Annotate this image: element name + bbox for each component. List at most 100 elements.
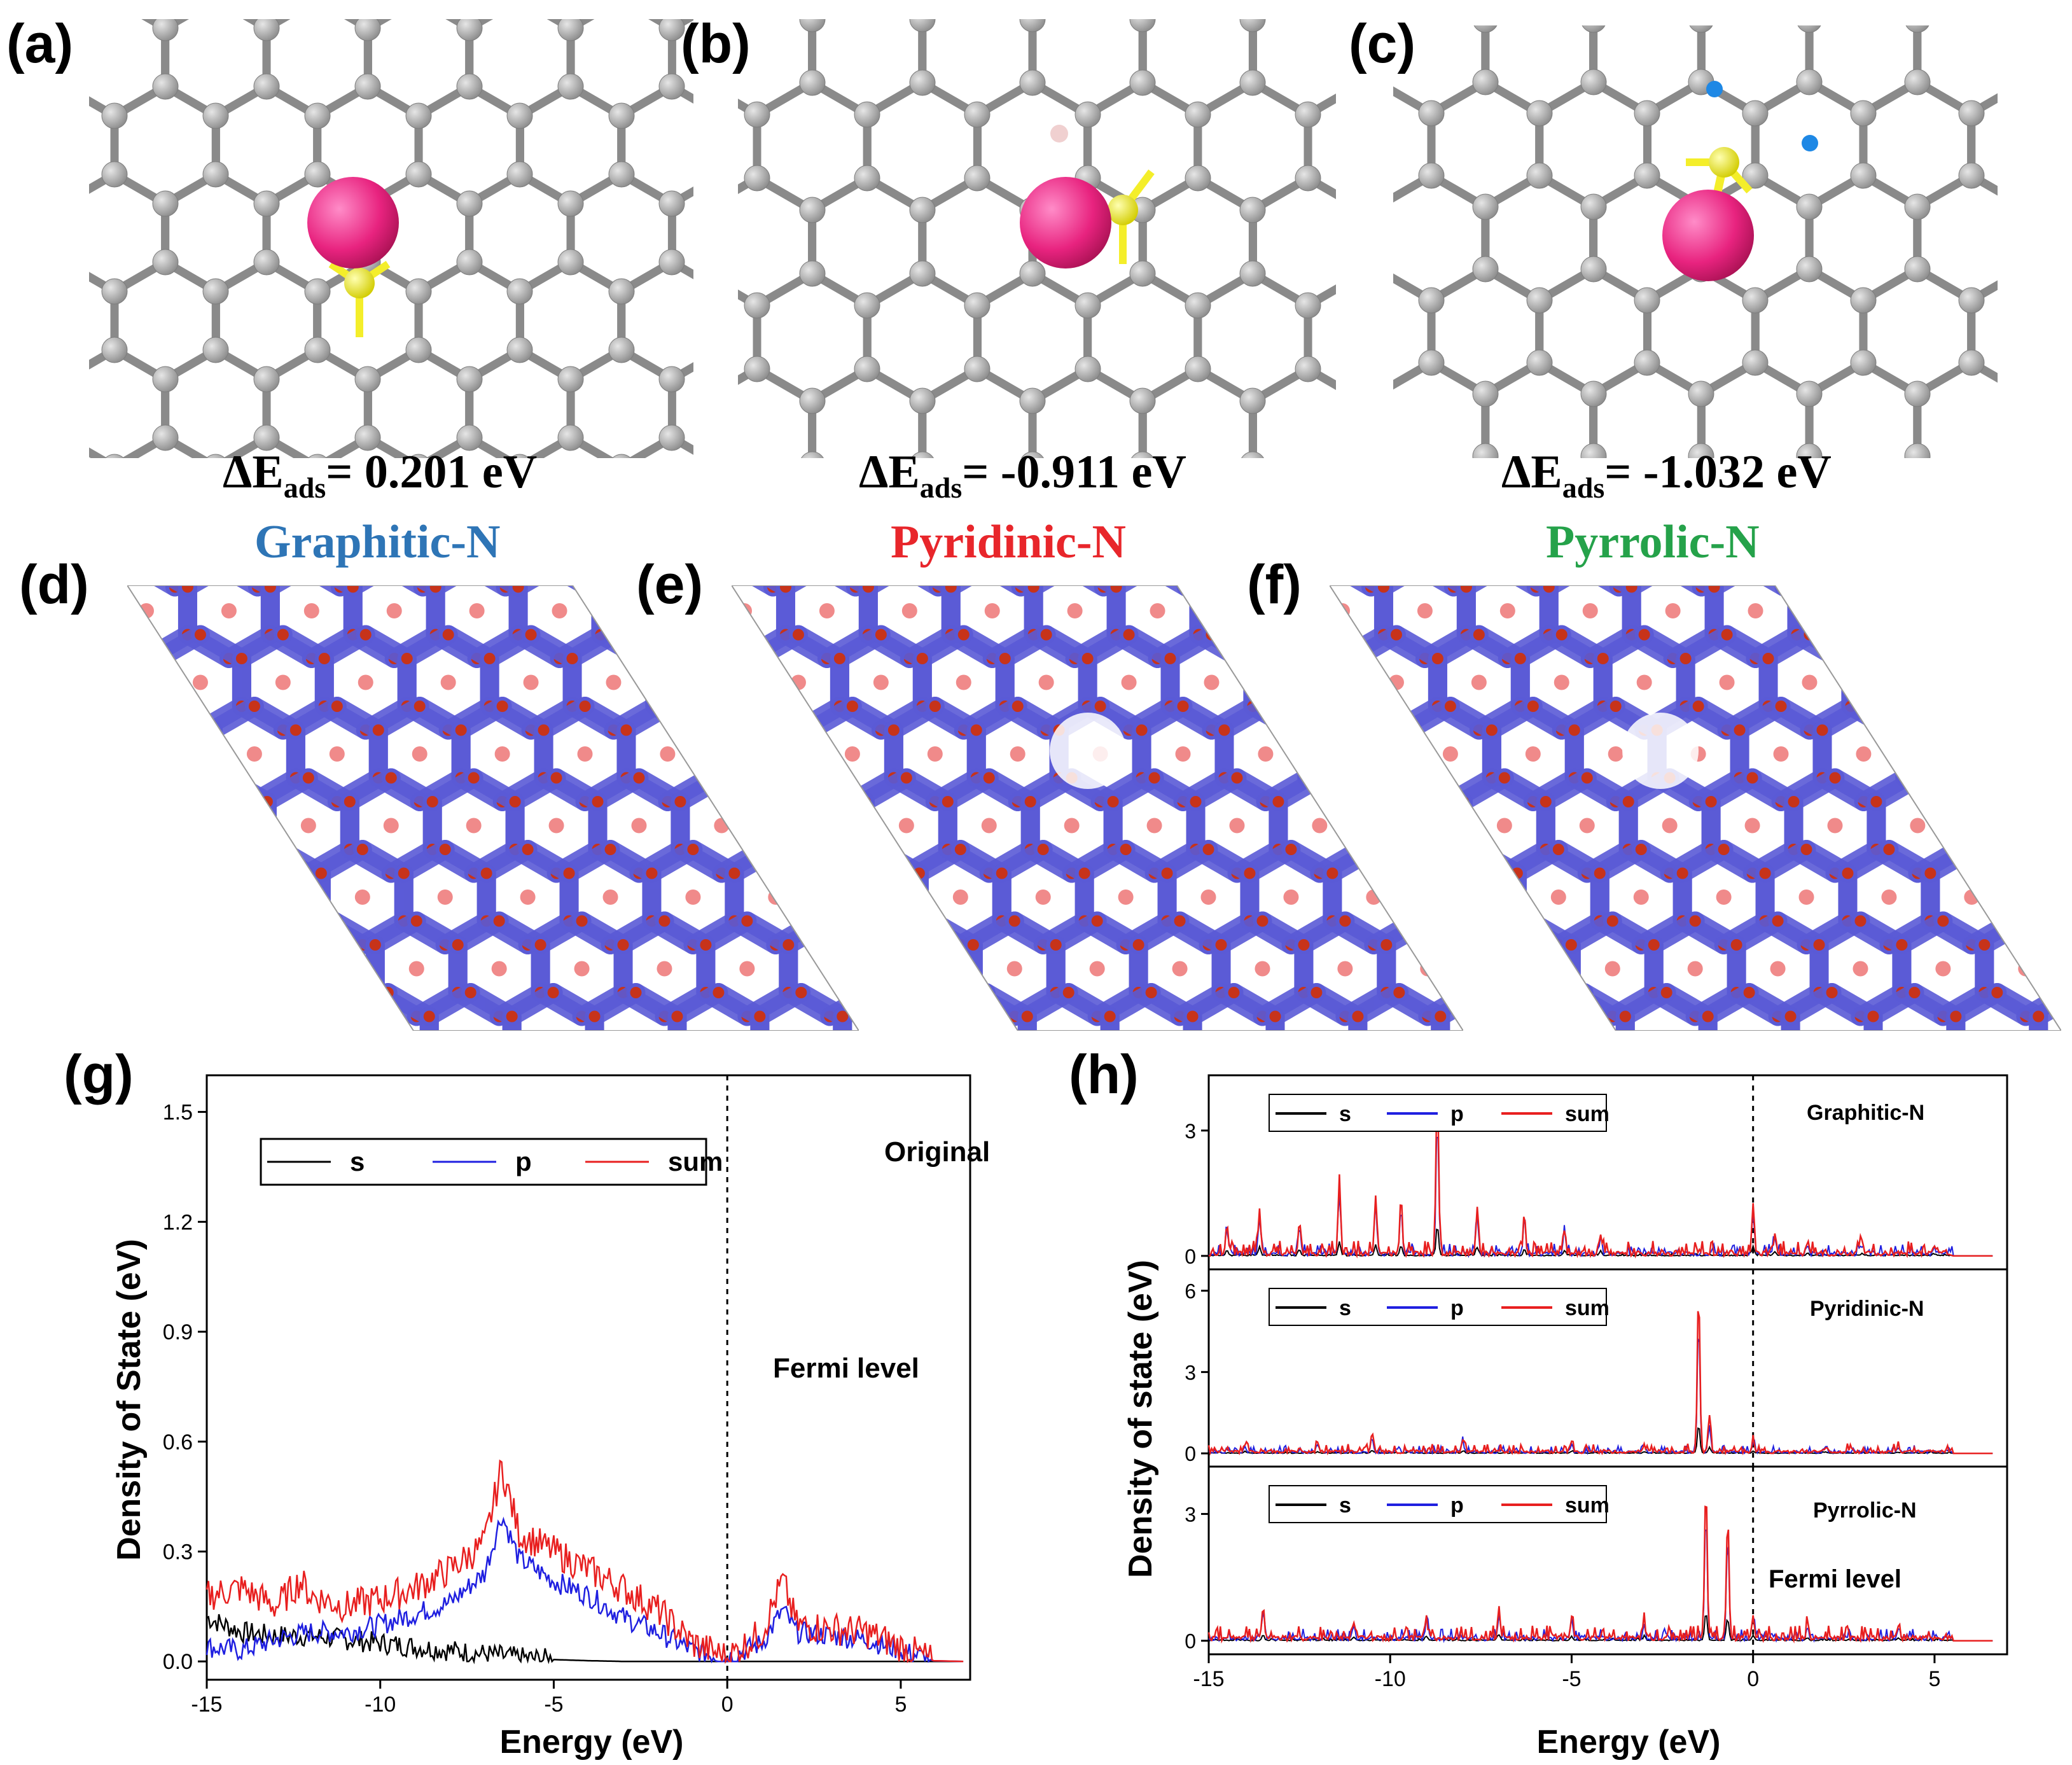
bond-density [732,625,767,668]
atom-density [347,585,359,593]
atom-density [1339,915,1351,927]
atom-density [732,772,735,784]
atom-density [1247,653,1259,664]
bond-density [1816,585,1877,597]
ring-density [1175,746,1191,762]
ring-density [844,746,860,762]
atom-density [1269,1010,1281,1022]
atom-density [754,1010,766,1022]
bond-density [770,983,830,1026]
carbon-atom [608,161,635,188]
atom-density [741,915,753,927]
atom-density [1110,585,1122,593]
ring-density [161,961,177,977]
atom-density [166,701,177,712]
bond-density [270,911,331,954]
atom-density [1778,585,1790,593]
carbon-atom [506,102,533,129]
ring-density [1006,961,1022,977]
atom-density [815,987,826,998]
atom-density [884,939,896,951]
carbon-atom [557,249,584,276]
carbon-atom [253,73,280,100]
bond-density [826,840,887,883]
atom-density [127,772,137,784]
atom-density [1164,653,1176,664]
carbon-atom [1074,101,1101,128]
atom-density [678,585,690,593]
ring-density [1172,961,1188,977]
atom-density [887,724,900,736]
carbon-atom [1185,101,1211,128]
carbon-atom [1796,380,1823,407]
atom-layer [1418,25,1985,458]
atom-density [1040,629,1052,641]
bond-density [282,983,344,1026]
carbon-atom [1295,292,1321,319]
atom-density [732,772,735,784]
atom-density [1943,585,1956,593]
atom-density [340,1010,352,1022]
atom-density [194,724,206,736]
nitrogen-atom [1709,147,1739,178]
atom-density [328,1010,340,1022]
carbon-atom [506,161,533,188]
carbon-atom [608,337,635,363]
bond-density [159,911,219,954]
carbon-atom [854,101,880,128]
bond-density [674,585,735,597]
bond-density [760,768,821,811]
carbon-atom [1634,100,1660,127]
hydrogen-atom [1706,81,1723,97]
ring-density [437,889,453,905]
carbon-atom [308,454,327,458]
c-c-bond [89,447,108,458]
ring-density [1204,674,1220,690]
carbon-atom [1239,260,1266,287]
carbon-atom [1185,165,1211,192]
atom-density [830,915,842,927]
panel-label-f: (f) [1247,554,1302,615]
atom-density [678,585,690,593]
c-c-bond [1393,456,1431,458]
carbon-atom [1904,380,1931,407]
carbon-atom [557,366,584,393]
panel-label-h: (h) [1069,1044,1139,1105]
atom-density [1174,915,1186,927]
carbon-atom [1019,387,1046,414]
ring-density [602,889,618,905]
density-lattice [1330,585,2061,1031]
ring-density [1499,603,1515,618]
bond-density [826,911,887,954]
carbon-atom [405,337,432,363]
bond-density [732,983,789,1026]
ring-density [734,818,749,834]
carbon-atom [1904,256,1931,283]
carbon-atom [1074,292,1101,319]
c-c-bond [1971,456,1998,458]
ring-density [164,746,179,762]
carbon-atom [1239,197,1266,223]
atom-density [179,796,190,807]
bond-density [1857,585,1918,597]
carbon-atom [253,19,280,41]
atom-density [137,772,149,784]
carbon-atom [1295,165,1321,192]
carbon-atom [964,356,991,382]
ring-density [520,889,536,905]
atom-density [328,915,340,927]
atom-density [566,653,578,664]
atom-density [1276,629,1288,641]
ring-density [1283,889,1299,905]
bond-density [814,840,875,883]
carbon-atom [304,102,331,129]
carbon-atom [608,102,635,129]
carbon-atom [799,260,826,287]
ring-density [466,818,482,834]
atom-density [792,724,804,736]
atom-density [401,653,413,664]
carbon-atom [1850,100,1877,127]
atom-density [1037,844,1049,855]
ring-density [383,818,399,834]
bond-density [1774,585,1835,597]
